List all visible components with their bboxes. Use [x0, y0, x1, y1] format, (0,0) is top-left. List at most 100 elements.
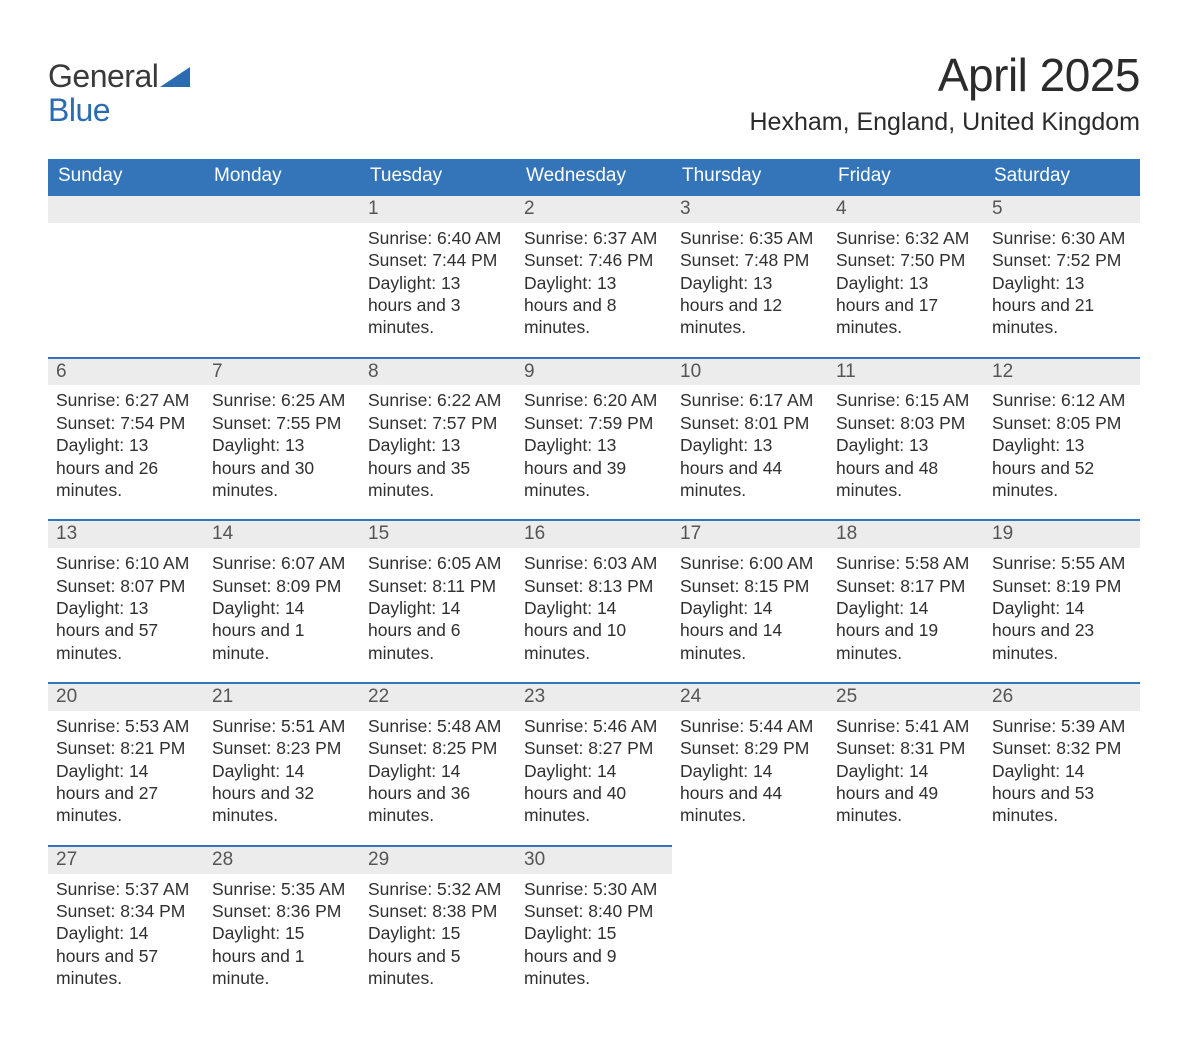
daylight-line: Daylight: 13 hours and 12 minutes.: [680, 272, 820, 339]
day-number: 9: [516, 357, 672, 386]
day-header: Thursday: [672, 159, 828, 194]
day-body: Sunrise: 6:15 AMSunset: 8:03 PMDaylight:…: [828, 385, 984, 519]
day-number: 2: [516, 194, 672, 223]
day-number-empty: [204, 194, 360, 223]
week-body-row: Sunrise: 5:37 AMSunset: 8:34 PMDaylight:…: [48, 874, 1140, 1008]
sunrise-line: Sunrise: 5:46 AM: [524, 715, 664, 737]
day-number: 29: [360, 845, 516, 874]
daylight-line: Daylight: 13 hours and 17 minutes.: [836, 272, 976, 339]
day-body: Sunrise: 6:17 AMSunset: 8:01 PMDaylight:…: [672, 385, 828, 519]
week-daynum-row: 12345: [48, 194, 1140, 223]
day-body: Sunrise: 6:35 AMSunset: 7:48 PMDaylight:…: [672, 223, 828, 357]
daylight-line: Daylight: 15 hours and 5 minutes.: [368, 922, 508, 989]
sunrise-line: Sunrise: 6:03 AM: [524, 552, 664, 574]
day-number: 10: [672, 357, 828, 386]
day-body: Sunrise: 5:32 AMSunset: 8:38 PMDaylight:…: [360, 874, 516, 1008]
week-body-row: Sunrise: 6:27 AMSunset: 7:54 PMDaylight:…: [48, 385, 1140, 519]
sunset-line: Sunset: 7:44 PM: [368, 249, 508, 271]
sunrise-line: Sunrise: 5:30 AM: [524, 878, 664, 900]
calendar-body: 12345Sunrise: 6:40 AMSunset: 7:44 PMDayl…: [48, 194, 1140, 1008]
sunset-line: Sunset: 8:19 PM: [992, 575, 1132, 597]
daylight-line: Daylight: 15 hours and 9 minutes.: [524, 922, 664, 989]
sunset-line: Sunset: 8:15 PM: [680, 575, 820, 597]
sunrise-line: Sunrise: 6:25 AM: [212, 389, 352, 411]
day-body: Sunrise: 6:00 AMSunset: 8:15 PMDaylight:…: [672, 548, 828, 682]
day-header: Saturday: [984, 159, 1140, 194]
day-body: Sunrise: 6:20 AMSunset: 7:59 PMDaylight:…: [516, 385, 672, 519]
daylight-line: Daylight: 13 hours and 44 minutes.: [680, 434, 820, 501]
sunset-line: Sunset: 7:59 PM: [524, 412, 664, 434]
day-number: 17: [672, 519, 828, 548]
sunset-line: Sunset: 7:50 PM: [836, 249, 976, 271]
week-daynum-row: 27282930: [48, 845, 1140, 874]
daylight-line: Daylight: 13 hours and 8 minutes.: [524, 272, 664, 339]
sunrise-line: Sunrise: 5:32 AM: [368, 878, 508, 900]
sunrise-line: Sunrise: 5:41 AM: [836, 715, 976, 737]
day-header: Tuesday: [360, 159, 516, 194]
day-number: 12: [984, 357, 1140, 386]
sunrise-line: Sunrise: 5:48 AM: [368, 715, 508, 737]
daylight-line: Daylight: 14 hours and 44 minutes.: [680, 760, 820, 827]
page: General Blue April 2025 Hexham, England,…: [0, 0, 1188, 1048]
day-body: Sunrise: 5:53 AMSunset: 8:21 PMDaylight:…: [48, 711, 204, 845]
day-number: 24: [672, 682, 828, 711]
day-number: 26: [984, 682, 1140, 711]
sunrise-line: Sunrise: 6:40 AM: [368, 227, 508, 249]
day-body: Sunrise: 5:46 AMSunset: 8:27 PMDaylight:…: [516, 711, 672, 845]
day-body: Sunrise: 6:05 AMSunset: 8:11 PMDaylight:…: [360, 548, 516, 682]
day-body: Sunrise: 6:30 AMSunset: 7:52 PMDaylight:…: [984, 223, 1140, 357]
sunrise-line: Sunrise: 6:05 AM: [368, 552, 508, 574]
sunset-line: Sunset: 8:34 PM: [56, 900, 196, 922]
week-body-row: Sunrise: 5:53 AMSunset: 8:21 PMDaylight:…: [48, 711, 1140, 845]
sunset-line: Sunset: 8:21 PM: [56, 737, 196, 759]
sunrise-line: Sunrise: 5:51 AM: [212, 715, 352, 737]
day-header: Wednesday: [516, 159, 672, 194]
sunrise-line: Sunrise: 5:58 AM: [836, 552, 976, 574]
day-number: 28: [204, 845, 360, 874]
day-header-row: SundayMondayTuesdayWednesdayThursdayFrid…: [48, 159, 1140, 194]
daylight-line: Daylight: 13 hours and 26 minutes.: [56, 434, 196, 501]
sunset-line: Sunset: 7:57 PM: [368, 412, 508, 434]
sunset-line: Sunset: 8:23 PM: [212, 737, 352, 759]
day-body: Sunrise: 5:55 AMSunset: 8:19 PMDaylight:…: [984, 548, 1140, 682]
sunset-line: Sunset: 8:38 PM: [368, 900, 508, 922]
daylight-line: Daylight: 14 hours and 40 minutes.: [524, 760, 664, 827]
day-body: Sunrise: 6:40 AMSunset: 7:44 PMDaylight:…: [360, 223, 516, 357]
day-body: Sunrise: 6:27 AMSunset: 7:54 PMDaylight:…: [48, 385, 204, 519]
sunrise-line: Sunrise: 6:10 AM: [56, 552, 196, 574]
day-body: Sunrise: 6:32 AMSunset: 7:50 PMDaylight:…: [828, 223, 984, 357]
sunset-line: Sunset: 8:03 PM: [836, 412, 976, 434]
sunrise-line: Sunrise: 6:12 AM: [992, 389, 1132, 411]
sunrise-line: Sunrise: 5:53 AM: [56, 715, 196, 737]
sunset-line: Sunset: 7:54 PM: [56, 412, 196, 434]
day-number: 13: [48, 519, 204, 548]
daylight-line: Daylight: 14 hours and 57 minutes.: [56, 922, 196, 989]
sunrise-line: Sunrise: 5:35 AM: [212, 878, 352, 900]
sunset-line: Sunset: 8:25 PM: [368, 737, 508, 759]
sunset-line: Sunset: 8:31 PM: [836, 737, 976, 759]
header: General Blue April 2025 Hexham, England,…: [48, 48, 1140, 151]
daylight-line: Daylight: 13 hours and 39 minutes.: [524, 434, 664, 501]
title-block: April 2025 Hexham, England, United Kingd…: [749, 48, 1140, 151]
day-body: Sunrise: 5:58 AMSunset: 8:17 PMDaylight:…: [828, 548, 984, 682]
day-number: 15: [360, 519, 516, 548]
day-number: 30: [516, 845, 672, 874]
page-subtitle: Hexham, England, United Kingdom: [749, 108, 1140, 137]
daylight-line: Daylight: 14 hours and 32 minutes.: [212, 760, 352, 827]
day-body: Sunrise: 5:30 AMSunset: 8:40 PMDaylight:…: [516, 874, 672, 1008]
day-number: 1: [360, 194, 516, 223]
day-number-empty: [48, 194, 204, 223]
day-body: Sunrise: 5:48 AMSunset: 8:25 PMDaylight:…: [360, 711, 516, 845]
day-number: 20: [48, 682, 204, 711]
sunset-line: Sunset: 8:36 PM: [212, 900, 352, 922]
daylight-line: Daylight: 14 hours and 53 minutes.: [992, 760, 1132, 827]
day-number: 27: [48, 845, 204, 874]
daylight-line: Daylight: 14 hours and 1 minute.: [212, 597, 352, 664]
daylight-line: Daylight: 14 hours and 27 minutes.: [56, 760, 196, 827]
sunrise-line: Sunrise: 6:15 AM: [836, 389, 976, 411]
sunset-line: Sunset: 8:17 PM: [836, 575, 976, 597]
sunset-line: Sunset: 8:29 PM: [680, 737, 820, 759]
day-number: 14: [204, 519, 360, 548]
day-number: 8: [360, 357, 516, 386]
sunrise-line: Sunrise: 5:44 AM: [680, 715, 820, 737]
